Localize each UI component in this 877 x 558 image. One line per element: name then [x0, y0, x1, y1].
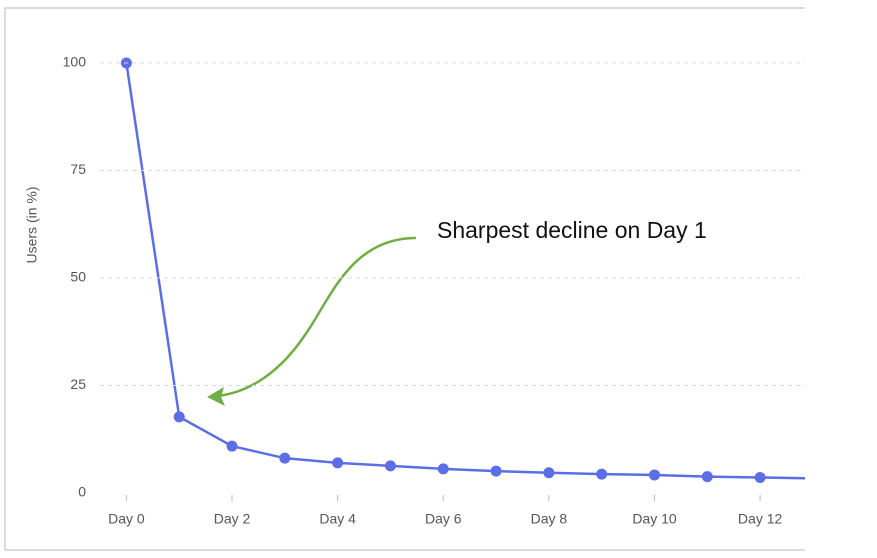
point — [279, 452, 291, 464]
y-tick-label: 0 — [78, 484, 86, 500]
x-tick-label: Day 0 — [108, 511, 145, 527]
point — [332, 457, 344, 469]
line — [125, 62, 805, 480]
point — [596, 468, 608, 480]
y-axis-label: Users (in %) — [24, 186, 40, 263]
x-tick-label: Day 10 — [632, 511, 677, 527]
arrow-head — [207, 387, 225, 406]
x-tick-label: Day 8 — [531, 511, 568, 527]
x-tick-label: Day 12 — [738, 511, 783, 527]
annotation-arrow — [217, 236, 417, 398]
point — [437, 463, 449, 475]
point — [701, 471, 713, 483]
x-tick-label: Day 6 — [425, 511, 462, 527]
y-tick-label: 75 — [70, 161, 86, 177]
frame — [4, 7, 805, 551]
point — [384, 460, 396, 472]
point — [754, 472, 766, 484]
point — [173, 411, 185, 423]
point — [226, 440, 238, 452]
plot-area — [120, 57, 818, 484]
point — [490, 465, 502, 477]
point — [648, 469, 660, 481]
annotation: Sharpest decline on Day 1 — [437, 217, 707, 243]
y-tick-label: 100 — [63, 54, 87, 70]
point — [543, 467, 555, 479]
x-tick-label: Day 4 — [319, 511, 356, 527]
point — [807, 473, 818, 484]
y-tick-label: 50 — [70, 269, 86, 285]
y-tick-label: 25 — [70, 376, 86, 392]
x-tick-label: Day 2 — [214, 511, 251, 527]
